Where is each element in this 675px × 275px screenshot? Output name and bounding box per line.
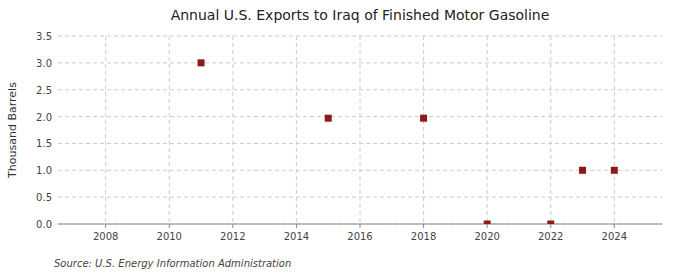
chart-svg: Annual U.S. Exports to Iraq of Finished … <box>0 0 675 275</box>
x-tick-label: 2022 <box>538 231 563 242</box>
y-tick-label: 3.5 <box>36 31 52 42</box>
point <box>198 59 205 66</box>
grid <box>58 36 662 224</box>
x-tick <box>296 224 297 228</box>
x-axis-line <box>58 224 662 225</box>
x-tick <box>550 224 551 228</box>
x-grid-line <box>105 36 106 224</box>
point <box>547 221 554 225</box>
x-tick-label: 2020 <box>474 231 499 242</box>
x-grid-line <box>360 36 361 224</box>
point <box>484 221 491 225</box>
x-tick-label: 2018 <box>411 231 436 242</box>
x-grid-line <box>614 36 615 224</box>
x-tick <box>105 224 106 228</box>
y-tick-label: 2.5 <box>36 85 52 96</box>
x-grid-line <box>423 36 424 224</box>
point <box>579 167 586 174</box>
source-annotation: Source: U.S. Energy Information Administ… <box>54 258 291 269</box>
x-grid-line <box>169 36 170 224</box>
point <box>420 115 427 122</box>
x-tick <box>614 224 615 228</box>
point <box>325 115 332 122</box>
y-tick-label: 2.0 <box>36 112 52 123</box>
x-tick <box>232 224 233 228</box>
x-grid-line <box>232 36 233 224</box>
x-tick-label: 2014 <box>284 231 309 242</box>
point <box>611 167 618 174</box>
y-grid-line <box>58 62 662 63</box>
x-tick <box>487 224 488 228</box>
y-grid-line <box>58 89 662 90</box>
title: Annual U.S. Exports to Iraq of Finished … <box>171 7 550 23</box>
y-tick-label: 1.0 <box>36 165 52 176</box>
x-tick <box>360 224 361 228</box>
y-grid-line <box>58 224 662 225</box>
x-tick-label: 2016 <box>347 231 372 242</box>
y-tick-label: 0.0 <box>36 219 52 230</box>
x-grid-line <box>296 36 297 224</box>
y-tick-label: 0.5 <box>36 192 52 203</box>
x-tick-label: 2008 <box>93 231 118 242</box>
y-axis-label: Thousand Barrels <box>6 82 19 179</box>
y-tick-label: 3.0 <box>36 58 52 69</box>
points <box>198 59 618 224</box>
x-tick <box>423 224 424 228</box>
x-grid-line <box>550 36 551 224</box>
x-tick <box>169 224 170 228</box>
y-tick-label: 1.5 <box>36 138 52 149</box>
x-grid-line <box>487 36 488 224</box>
x-tick-label: 2010 <box>157 231 182 242</box>
chart-container: Annual U.S. Exports to Iraq of Finished … <box>0 0 675 275</box>
x-tick-label: 2024 <box>602 231 627 242</box>
x-tick-label: 2012 <box>220 231 245 242</box>
